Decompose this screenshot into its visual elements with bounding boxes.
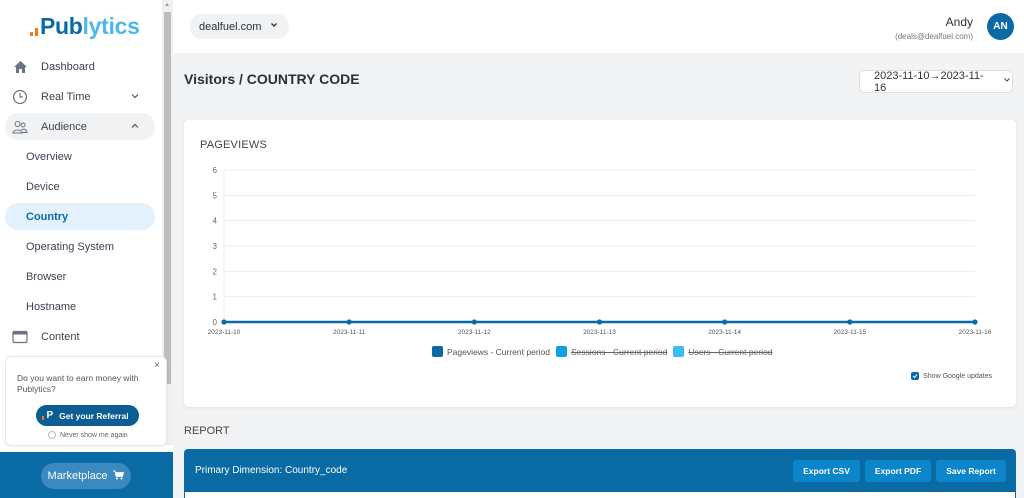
legend-item-pageviews[interactable]: Pageviews - Current period [432, 346, 550, 357]
referral-message: Do you want to earn money with Publytics… [17, 373, 139, 394]
marketplace-bar: Marketplace [0, 452, 173, 498]
svg-text:5: 5 [213, 191, 218, 200]
sidebar-item-operating-system[interactable]: Operating System [26, 240, 115, 253]
sidebar-item-country[interactable]: Country [5, 203, 155, 230]
export-pdf-button[interactable]: Export PDF [865, 460, 931, 482]
date-range-picker[interactable]: 2023-11-10→2023-11-16 [859, 70, 1013, 94]
pageviews-chart-card: PAGEVIEWS 0 1 2 3 4 5 6 2023-11-10 2023-11-11 202… [184, 120, 1016, 407]
show-google-updates-checkbox[interactable]: Show Google updates [911, 372, 992, 380]
report-header: Primary Dimension: Country_code Export C… [184, 449, 1016, 498]
report-table-top [185, 492, 1015, 498]
referral-popup: × Do you want to earn money with Publyti… [5, 356, 167, 446]
svg-text:2023-11-15: 2023-11-15 [833, 329, 866, 336]
chart-title: PAGEVIEWS [200, 139, 267, 151]
page-title: Visitors / COUNTRY CODE [184, 71, 360, 87]
sidebar-item-overview[interactable]: Overview [26, 150, 72, 163]
sidebar-item-audience[interactable]: Audience [5, 113, 155, 140]
legend-swatch [673, 346, 685, 357]
site-selector[interactable]: dealfuel.com [190, 14, 290, 39]
chevron-up-icon[interactable] [129, 120, 141, 132]
svg-text:2023-11-13: 2023-11-13 [583, 329, 616, 336]
svg-text:2: 2 [213, 267, 218, 276]
chevron-down-icon[interactable] [129, 90, 141, 102]
sidebar-scrollbar[interactable] [162, 0, 173, 445]
svg-text:2023-11-16: 2023-11-16 [959, 329, 992, 336]
sidebar-nav: Dashboard Real Time Audience Overview De… [0, 53, 160, 353]
chart-legend: Pageviews - Current period Sessions - Cu… [432, 346, 772, 357]
svg-text:2023-11-12: 2023-11-12 [458, 329, 491, 336]
svg-text:2023-11-10: 2023-11-10 [208, 329, 241, 336]
user-info: Andy (deals@dealfuel.com) [895, 15, 973, 41]
cart-icon [113, 470, 125, 483]
sidebar-item-dashboard[interactable]: Dashboard [5, 53, 155, 80]
svg-text:2023-11-14: 2023-11-14 [708, 329, 741, 336]
legend-swatch [556, 346, 567, 357]
sidebar-item-hostname[interactable]: Hostname [26, 300, 77, 313]
svg-text:4: 4 [213, 217, 218, 226]
report-section-label: REPORT [184, 425, 230, 437]
get-referral-button[interactable]: P Get your Referral [36, 405, 139, 426]
logo-bars-icon [30, 28, 38, 36]
topbar: dealfuel.com Andy (deals@dealfuel.com) A… [173, 0, 1024, 53]
never-show-again-checkbox[interactable]: Never show me again [48, 431, 128, 439]
export-csv-button[interactable]: Export CSV [793, 460, 860, 482]
chevron-down-icon [1002, 75, 1012, 88]
window-icon [12, 329, 28, 345]
primary-dimension-label: Primary Dimension: Country_code [195, 465, 348, 476]
pageviews-line-chart[interactable]: 0 1 2 3 4 5 6 2023-11-10 2023-11-11 2023-11-12 202… [184, 120, 1016, 407]
marketplace-button[interactable]: Marketplace [41, 463, 131, 489]
legend-item-sessions[interactable]: Sessions - Current period [556, 346, 667, 357]
save-report-button[interactable]: Save Report [936, 460, 1006, 482]
svg-text:2023-11-11: 2023-11-11 [333, 329, 366, 336]
avatar[interactable]: AN [987, 13, 1014, 40]
publytics-logo[interactable]: Pub lytics [30, 13, 140, 40]
svg-text:0: 0 [213, 318, 218, 327]
checkmark-icon [911, 372, 920, 380]
svg-text:3: 3 [213, 242, 218, 251]
svg-text:1: 1 [213, 293, 218, 302]
sidebar: Pub lytics Dashboard Real Time Audience [0, 0, 173, 498]
publytics-p-icon: P [42, 410, 54, 421]
sidebar-item-real-time[interactable]: Real Time [5, 83, 155, 110]
scrollbar-thumb[interactable] [164, 12, 171, 384]
clock-icon [12, 89, 28, 105]
sidebar-item-content[interactable]: Content [5, 323, 155, 350]
legend-swatch [432, 346, 443, 357]
close-icon[interactable]: × [154, 360, 160, 371]
chevron-down-icon [269, 20, 279, 33]
checkbox-circle-icon [48, 431, 56, 439]
users-icon [12, 119, 28, 135]
home-icon [12, 59, 28, 75]
svg-text:6: 6 [213, 166, 218, 175]
sidebar-item-browser[interactable]: Browser [26, 270, 67, 283]
scroll-up-arrow-icon[interactable] [165, 3, 169, 6]
sidebar-item-device[interactable]: Device [26, 180, 60, 193]
legend-item-users[interactable]: Users - Current period [673, 346, 772, 357]
